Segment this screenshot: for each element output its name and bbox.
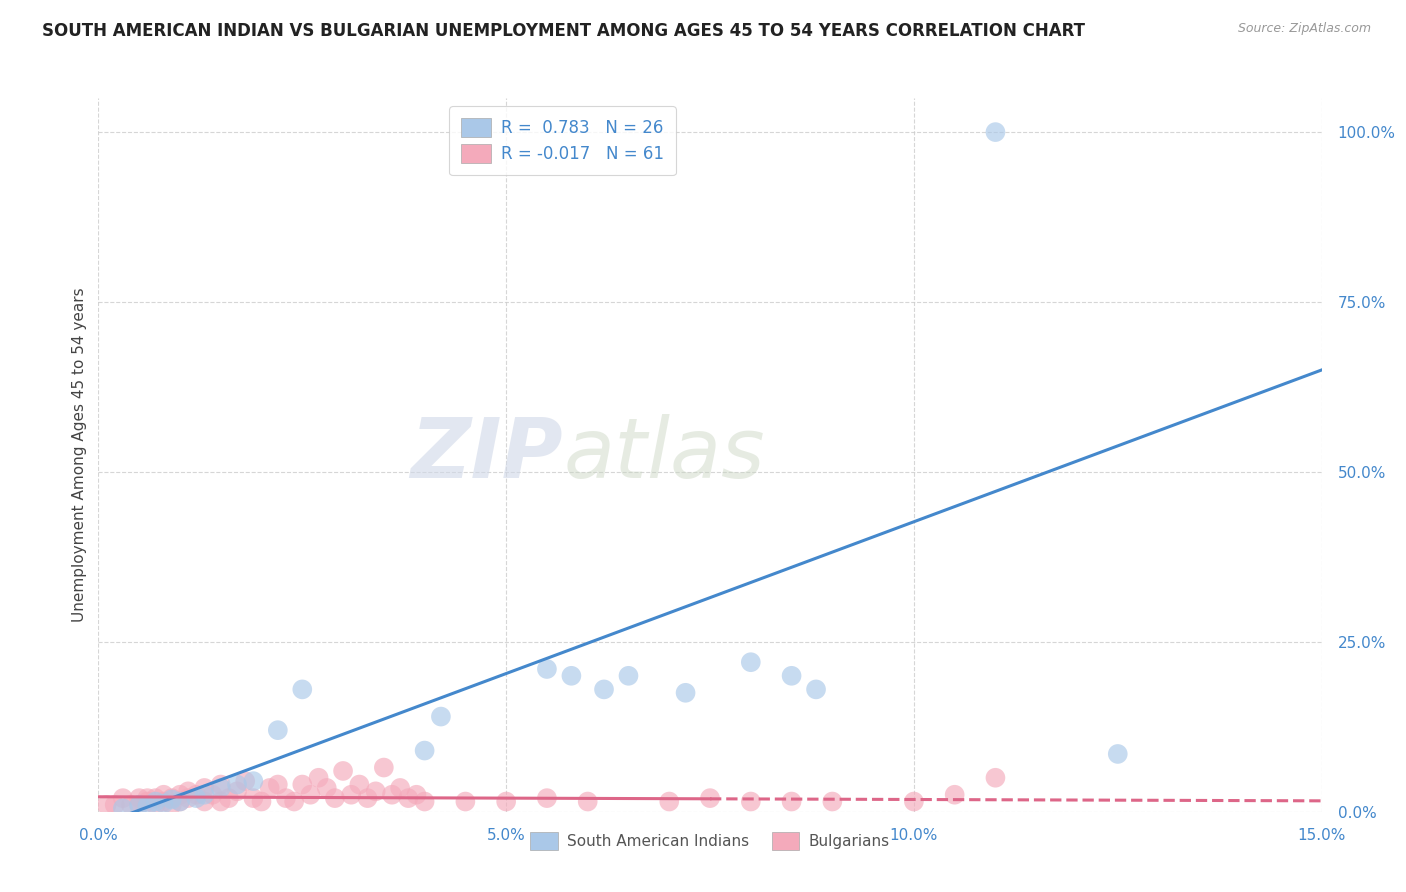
Text: Source: ZipAtlas.com: Source: ZipAtlas.com xyxy=(1237,22,1371,36)
Point xyxy=(152,797,174,811)
Point xyxy=(740,795,762,809)
Text: SOUTH AMERICAN INDIAN VS BULGARIAN UNEMPLOYMENT AMONG AGES 45 TO 54 YEARS CORREL: SOUTH AMERICAN INDIAN VS BULGARIAN UNEMP… xyxy=(42,22,1085,40)
Point xyxy=(576,795,599,809)
Point xyxy=(299,788,322,802)
Point xyxy=(233,774,256,789)
Point xyxy=(675,686,697,700)
Point xyxy=(1107,747,1129,761)
Text: ZIP: ZIP xyxy=(411,415,564,495)
Point xyxy=(186,791,208,805)
Point xyxy=(536,791,558,805)
Point xyxy=(780,795,803,809)
Text: atlas: atlas xyxy=(564,415,765,495)
Point xyxy=(821,795,844,809)
Point xyxy=(274,791,297,805)
Point xyxy=(267,723,290,738)
Point xyxy=(349,778,371,792)
Point xyxy=(193,780,215,795)
Point xyxy=(160,791,183,805)
Point xyxy=(201,788,224,802)
Point xyxy=(145,795,167,809)
Point xyxy=(984,771,1007,785)
Point xyxy=(291,778,314,792)
Point xyxy=(323,791,346,805)
Legend: South American Indians, Bulgarians: South American Indians, Bulgarians xyxy=(523,825,897,857)
Point xyxy=(332,764,354,778)
Point xyxy=(209,778,232,792)
Point xyxy=(699,791,721,805)
Point xyxy=(186,788,208,802)
Point xyxy=(128,797,150,812)
Point xyxy=(430,709,453,723)
Point xyxy=(104,797,127,812)
Point xyxy=(145,791,167,805)
Y-axis label: Unemployment Among Ages 45 to 54 years: Unemployment Among Ages 45 to 54 years xyxy=(72,287,87,623)
Point xyxy=(136,791,159,805)
Point xyxy=(495,795,517,809)
Point xyxy=(780,669,803,683)
Point xyxy=(903,795,925,809)
Point xyxy=(169,788,191,802)
Point xyxy=(804,682,827,697)
Point xyxy=(389,780,412,795)
Point xyxy=(145,797,167,812)
Point xyxy=(242,774,264,789)
Point xyxy=(943,788,966,802)
Point xyxy=(250,795,273,809)
Point xyxy=(209,780,232,795)
Point xyxy=(536,662,558,676)
Point xyxy=(454,795,477,809)
Point xyxy=(593,682,616,697)
Point xyxy=(413,743,436,757)
Point xyxy=(177,784,200,798)
Point xyxy=(740,655,762,669)
Point xyxy=(152,788,174,802)
Point xyxy=(364,784,387,798)
Point xyxy=(136,799,159,814)
Point xyxy=(560,669,582,683)
Point xyxy=(111,791,134,805)
Point xyxy=(413,795,436,809)
Point xyxy=(658,795,681,809)
Point xyxy=(381,788,404,802)
Point xyxy=(242,791,264,805)
Point xyxy=(177,791,200,805)
Point xyxy=(315,780,337,795)
Point xyxy=(340,788,363,802)
Point xyxy=(169,795,191,809)
Point xyxy=(160,797,183,812)
Point xyxy=(356,791,378,805)
Point xyxy=(617,669,640,683)
Point xyxy=(308,771,330,785)
Point xyxy=(96,797,118,812)
Point xyxy=(283,795,305,809)
Point xyxy=(193,795,215,809)
Point xyxy=(128,797,150,812)
Point xyxy=(405,788,427,802)
Point xyxy=(226,784,249,798)
Point xyxy=(120,797,142,812)
Point xyxy=(984,125,1007,139)
Point xyxy=(373,760,395,774)
Point xyxy=(218,791,240,805)
Point xyxy=(291,682,314,697)
Point xyxy=(193,788,215,802)
Point xyxy=(267,778,290,792)
Point xyxy=(136,795,159,809)
Point xyxy=(226,778,249,792)
Point xyxy=(111,801,134,815)
Point xyxy=(128,791,150,805)
Point xyxy=(169,795,191,809)
Point xyxy=(396,791,419,805)
Point xyxy=(259,780,281,795)
Point xyxy=(152,795,174,809)
Point xyxy=(160,792,183,806)
Point xyxy=(209,795,232,809)
